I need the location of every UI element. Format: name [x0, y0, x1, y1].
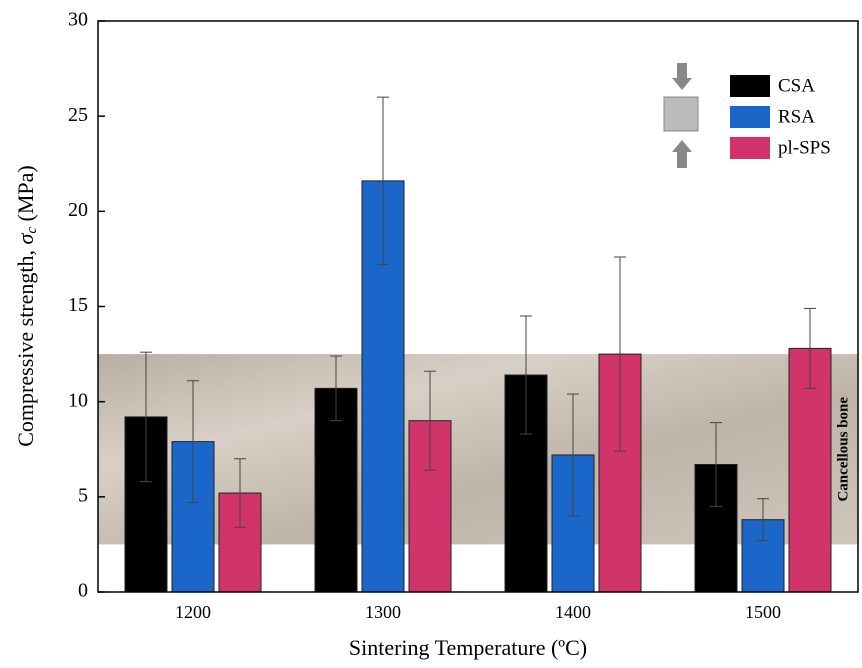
error-bar — [614, 256, 626, 452]
error-bar — [330, 355, 342, 422]
x-axis-title: Sintering Temperature (ºC) — [349, 635, 587, 660]
error-bar — [710, 422, 722, 507]
legend-swatch — [730, 106, 770, 128]
x-tick-label: 1300 — [365, 602, 401, 622]
y-axis-title-text: Compressive strength, — [13, 244, 38, 446]
bar — [314, 387, 358, 593]
legend-swatch — [730, 75, 770, 97]
error-bar — [187, 380, 199, 504]
y-tick-label: 0 — [78, 580, 88, 602]
plot-frame — [97, 20, 859, 593]
error-bar — [804, 307, 816, 389]
y-tick-label: 20 — [68, 199, 88, 221]
legend-label: RSA — [778, 106, 815, 127]
y-axis-subscript: c — [24, 227, 40, 234]
band-label: Cancellous bone — [835, 397, 851, 502]
error-bar — [567, 393, 579, 517]
y-tick-label: 15 — [68, 294, 88, 316]
legend-icon — [663, 63, 699, 168]
error-bar — [520, 315, 532, 435]
error-bar — [757, 498, 769, 542]
y-tick-label: 30 — [68, 9, 88, 31]
y-axis-symbol: σ — [13, 232, 38, 244]
error-bar — [234, 458, 246, 528]
y-tick-label: 10 — [68, 389, 88, 411]
y-tick-label: 25 — [68, 104, 88, 126]
y-tick-label: 5 — [78, 484, 88, 506]
y-axis-unit: (MPa) — [13, 165, 38, 227]
error-bar — [424, 370, 436, 471]
error-bar — [140, 351, 152, 483]
bar — [788, 347, 832, 593]
legend-swatch — [730, 137, 770, 159]
error-bar — [377, 96, 389, 266]
x-tick-label: 1400 — [555, 602, 591, 622]
y-axis-title: Compressive strength, σc (MPa) — [13, 165, 40, 447]
x-tick-label: 1500 — [745, 602, 781, 622]
legend-label: pl-SPS — [778, 137, 831, 158]
legend-label: CSA — [778, 75, 815, 96]
x-tick-label: 1200 — [175, 602, 211, 622]
